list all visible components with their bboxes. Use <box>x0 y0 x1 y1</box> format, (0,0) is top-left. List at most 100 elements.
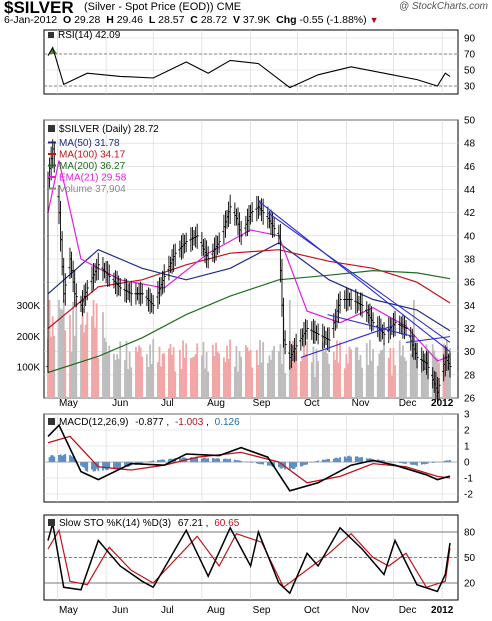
volume-bar <box>127 369 129 398</box>
macd-histogram-bar <box>58 454 60 463</box>
price-tick-label: 38 <box>464 255 476 266</box>
macd-histogram-bar <box>182 457 184 463</box>
volume-bar <box>213 355 216 398</box>
volume-bar <box>172 347 175 398</box>
volume-bar <box>169 343 172 398</box>
volume-bar <box>180 368 183 398</box>
macd-histogram-bar <box>411 462 414 465</box>
macd-histogram-bar <box>295 462 298 467</box>
volume-bar <box>268 355 271 398</box>
macd-histogram-bar <box>59 454 62 463</box>
macd-histogram-bar <box>290 462 293 468</box>
volume-bar <box>381 349 384 398</box>
macd-histogram-bar <box>163 459 166 463</box>
macd-tick-label: -2 <box>464 490 473 501</box>
macd-histogram-bar <box>233 459 236 463</box>
volume-bar <box>306 340 309 398</box>
volume-bar <box>171 354 173 398</box>
legend-entry: MA(100) 34.17 <box>59 150 126 161</box>
macd-histogram-bar <box>358 457 360 463</box>
macd-histogram-bar <box>381 460 384 463</box>
macd-histogram-bar <box>425 462 428 464</box>
macd-histogram-bar <box>334 457 337 463</box>
macd-histogram-bar <box>321 459 324 463</box>
trendline <box>327 314 415 338</box>
volume-tick-label: 100K <box>17 362 41 373</box>
volume-tick-label: 200K <box>17 332 41 343</box>
volume-bar <box>81 308 84 398</box>
price-label: $SILVER (Daily) 28.72 <box>48 124 159 135</box>
macd-histogram-bar <box>72 456 75 463</box>
macd-histogram-bar <box>293 462 296 469</box>
volume-bar <box>444 360 447 398</box>
volume-tick-label: 300K <box>17 301 41 312</box>
macd-histogram-bar <box>301 462 304 467</box>
macd-histogram-bar <box>86 462 89 472</box>
price-tick-label: 46 <box>464 162 476 173</box>
volume-bar <box>102 312 104 398</box>
volume-bar <box>299 361 302 398</box>
volume-bar <box>92 300 95 398</box>
volume-bars <box>47 300 451 398</box>
price-tick-label: 26 <box>464 394 476 405</box>
volume-bar <box>365 343 368 398</box>
macd-histogram-bar <box>354 456 357 463</box>
macd-histogram-bar <box>420 462 423 465</box>
macd-histogram-bar <box>400 462 403 464</box>
volume-bar <box>117 358 120 398</box>
volume-bar <box>218 353 221 398</box>
macd-histogram-bar <box>91 462 93 470</box>
volume-bar <box>58 300 60 398</box>
stoch-tick-label: 20 <box>464 579 476 590</box>
volume-bar <box>185 343 188 398</box>
volume-bar <box>73 335 76 398</box>
volume-bar <box>150 363 153 398</box>
volume-bar <box>266 362 269 398</box>
rsi-tick-label: 90 <box>464 34 476 45</box>
volume-bar <box>62 300 65 398</box>
volume-bar <box>248 350 250 398</box>
macd-histogram-bar <box>222 458 225 463</box>
volume-bar <box>135 346 137 398</box>
ma-line-ma50 <box>47 242 451 332</box>
macd-hist-value: 0.126 <box>215 417 240 428</box>
macd-histogram-bar <box>383 460 385 463</box>
macd-histogram-bar <box>304 462 307 465</box>
macd-histogram-bar <box>168 459 170 463</box>
legend-entry: EMA(21) 29.58 <box>59 173 127 184</box>
macd-histogram-bar <box>207 458 210 463</box>
macd-histogram-bar <box>414 462 417 465</box>
macd-histogram-bar <box>61 455 64 463</box>
macd-histogram-bar <box>94 462 97 472</box>
macd-histogram-bar <box>277 462 280 468</box>
volume-bar <box>255 350 258 398</box>
volume-bar <box>84 324 87 398</box>
volume-bar <box>277 351 280 398</box>
volume-bar <box>411 355 414 398</box>
macd-histogram-bar <box>409 462 412 465</box>
volume-bar <box>423 367 426 398</box>
macd-value: -0.877 <box>135 417 164 428</box>
volume-bar <box>158 346 161 398</box>
macd-histogram-bar <box>224 458 227 463</box>
trendline <box>258 200 451 353</box>
month-label: Nov <box>352 398 370 409</box>
macd-histogram-bar <box>116 462 118 469</box>
volume-bar <box>259 340 261 398</box>
stoch-k-value: 67.21 <box>178 518 203 529</box>
price-tick-label: 42 <box>464 208 476 219</box>
macd-line <box>47 423 451 492</box>
macd-histogram-bar <box>84 462 87 471</box>
macd-histogram-bar <box>189 457 192 463</box>
volume-bar <box>389 347 392 398</box>
volume-bar <box>196 343 199 398</box>
macd-label: MACD(12,26,9) -0.877 , -1.003 , 0.126 <box>48 417 240 428</box>
macd-histogram-bar <box>103 462 106 469</box>
macd-histogram-bar <box>251 462 254 463</box>
macd-histogram-bar <box>447 460 450 463</box>
volume-bar <box>141 356 144 398</box>
stoch-d-value: 60.65 <box>214 518 239 529</box>
high-label: H <box>106 14 114 26</box>
